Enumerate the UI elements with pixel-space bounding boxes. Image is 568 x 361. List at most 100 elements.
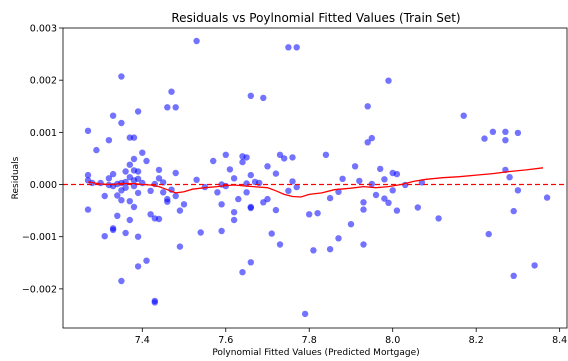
data-point: [226, 166, 234, 173]
data-point: [289, 178, 296, 185]
data-point: [364, 139, 371, 146]
y-tick-label: 0.003: [30, 24, 57, 35]
data-point: [134, 175, 142, 182]
data-point: [84, 206, 92, 213]
data-point: [247, 92, 254, 100]
data-point: [322, 151, 330, 158]
data-point: [393, 207, 401, 214]
data-point: [239, 269, 246, 276]
data-point: [180, 201, 188, 208]
x-tick-label: 7.6: [218, 335, 233, 346]
data-point: [389, 187, 396, 194]
data-point: [147, 211, 154, 218]
data-point: [134, 233, 142, 240]
x-tick-label: 8.2: [469, 335, 484, 346]
data-point: [506, 174, 513, 181]
data-point: [247, 259, 254, 266]
data-point: [385, 199, 392, 206]
x-tick-label: 7.4: [135, 335, 150, 346]
data-point: [276, 151, 284, 158]
data-point: [164, 195, 171, 203]
data-point: [347, 221, 355, 228]
data-point: [281, 155, 288, 162]
data-point: [489, 128, 497, 135]
data-point: [130, 203, 138, 211]
data-point: [134, 263, 142, 270]
data-point: [155, 175, 163, 182]
data-point: [364, 103, 371, 110]
data-point: [247, 204, 254, 212]
data-point: [272, 170, 280, 177]
data-point: [105, 137, 113, 144]
x-axis-label: Polynomial Fitted Values (Predicted Mort…: [212, 348, 419, 358]
y-tick-label: 0.000: [30, 180, 57, 191]
data-point: [243, 189, 250, 196]
data-point: [118, 119, 125, 127]
data-point: [339, 175, 346, 182]
data-point: [84, 127, 92, 134]
data-point: [130, 134, 138, 141]
y-tick-label: 0.002: [30, 76, 57, 87]
data-point: [360, 241, 367, 248]
data-point: [114, 212, 121, 219]
data-point: [126, 216, 133, 224]
chart-title: Residuals vs Poylnomial Fitted Values (T…: [171, 11, 460, 25]
data-point: [239, 158, 246, 166]
scatter-points: [84, 37, 551, 318]
x-tick-label: 8.0: [385, 335, 400, 346]
data-point: [143, 157, 150, 165]
data-point: [510, 207, 517, 215]
y-axis-ticks: −0.002 −0.001 0.000 0.001 0.002 0.003: [22, 24, 63, 295]
data-point: [134, 108, 142, 115]
data-point: [276, 241, 284, 248]
data-point: [210, 157, 217, 165]
data-point: [293, 183, 300, 191]
data-point: [368, 134, 375, 142]
x-tick-label: 7.8: [302, 335, 317, 346]
data-point: [218, 201, 225, 208]
data-point: [301, 310, 309, 318]
y-tick-label: −0.002: [22, 284, 57, 295]
data-point: [230, 175, 238, 182]
data-point: [168, 88, 175, 95]
data-point: [193, 176, 200, 183]
data-point: [306, 211, 313, 218]
data-point: [214, 189, 221, 196]
data-point: [502, 137, 509, 144]
data-point: [372, 191, 380, 199]
data-point: [130, 155, 138, 163]
data-point: [243, 154, 250, 161]
data-point: [118, 73, 125, 80]
data-point: [118, 197, 125, 204]
data-point: [122, 184, 129, 191]
data-point: [360, 206, 367, 213]
data-point: [272, 206, 280, 214]
data-point: [164, 104, 171, 111]
data-point: [481, 135, 488, 142]
data-point: [460, 112, 467, 119]
data-point: [134, 168, 142, 175]
data-point: [510, 272, 517, 279]
data-point: [230, 209, 238, 216]
data-point: [381, 195, 388, 202]
data-point: [285, 44, 292, 51]
data-point: [285, 187, 292, 194]
data-point: [531, 262, 538, 269]
data-point: [514, 187, 522, 194]
data-point: [126, 198, 133, 205]
data-point: [260, 94, 267, 102]
data-point: [514, 129, 522, 137]
data-point: [93, 146, 100, 154]
data-point: [126, 161, 133, 168]
y-axis-label: Residuals: [11, 156, 21, 199]
data-point: [247, 171, 254, 179]
data-point: [122, 168, 129, 175]
data-point: [326, 194, 334, 202]
data-point: [235, 195, 242, 203]
data-point: [109, 170, 117, 178]
data-point: [172, 192, 179, 200]
data-point: [502, 128, 509, 135]
data-point: [139, 149, 146, 156]
data-point: [122, 229, 129, 237]
